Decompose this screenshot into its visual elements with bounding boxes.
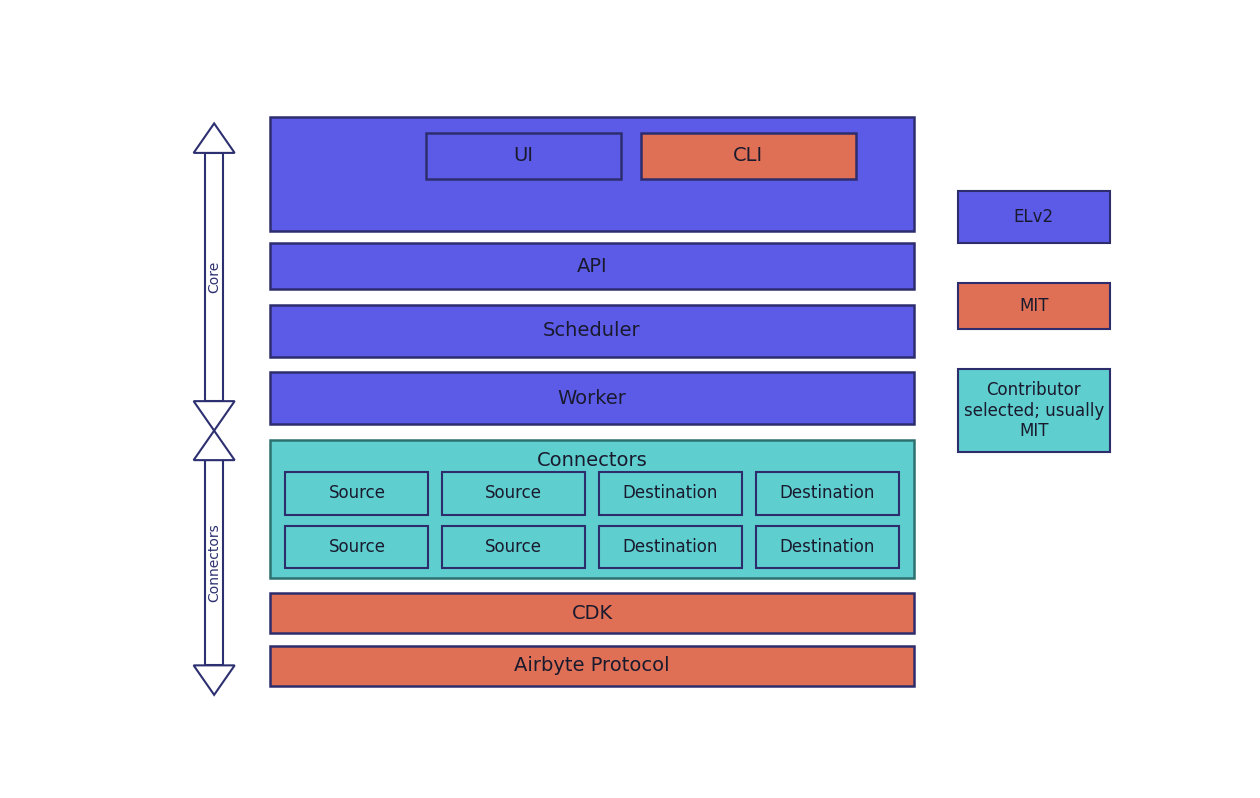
Polygon shape — [194, 431, 234, 460]
Bar — [270, 305, 915, 357]
Bar — [205, 153, 223, 401]
Text: Connectors: Connectors — [537, 451, 648, 470]
Bar — [270, 243, 915, 290]
Bar — [756, 526, 898, 568]
Text: ELv2: ELv2 — [1014, 208, 1053, 226]
Bar — [286, 472, 428, 515]
Text: UI: UI — [514, 146, 534, 165]
Polygon shape — [194, 124, 234, 153]
Bar — [270, 372, 915, 425]
Text: Destination: Destination — [780, 484, 874, 502]
Text: Source: Source — [329, 484, 386, 502]
Bar — [756, 472, 898, 515]
Text: Destination: Destination — [622, 538, 718, 556]
Bar — [442, 526, 585, 568]
Bar — [958, 283, 1110, 330]
Bar — [270, 646, 915, 685]
Bar — [270, 440, 915, 578]
Text: Contributor
selected; usually
MIT: Contributor selected; usually MIT — [964, 381, 1104, 440]
Text: Core: Core — [207, 261, 222, 293]
Bar — [958, 369, 1110, 452]
Text: API: API — [577, 257, 607, 276]
Text: Source: Source — [329, 538, 386, 556]
Text: Airbyte Protocol: Airbyte Protocol — [514, 656, 670, 675]
Bar — [286, 526, 428, 568]
Bar — [598, 526, 742, 568]
Text: Source: Source — [485, 484, 542, 502]
Text: Destination: Destination — [622, 484, 718, 502]
Bar — [641, 132, 856, 179]
Text: Worker: Worker — [558, 389, 626, 408]
Text: MIT: MIT — [1019, 297, 1048, 315]
Bar — [270, 117, 915, 231]
Text: Source: Source — [485, 538, 542, 556]
Bar — [442, 472, 585, 515]
Bar — [270, 594, 915, 634]
Text: CDK: CDK — [572, 604, 612, 623]
Bar — [958, 191, 1110, 243]
Text: Destination: Destination — [780, 538, 874, 556]
Polygon shape — [194, 401, 234, 431]
Polygon shape — [194, 666, 234, 695]
Bar — [598, 472, 742, 515]
Text: CLI: CLI — [733, 146, 764, 165]
Bar — [205, 460, 223, 666]
Text: Connectors: Connectors — [207, 523, 222, 602]
Bar — [426, 132, 621, 179]
Text: Scheduler: Scheduler — [543, 322, 641, 340]
